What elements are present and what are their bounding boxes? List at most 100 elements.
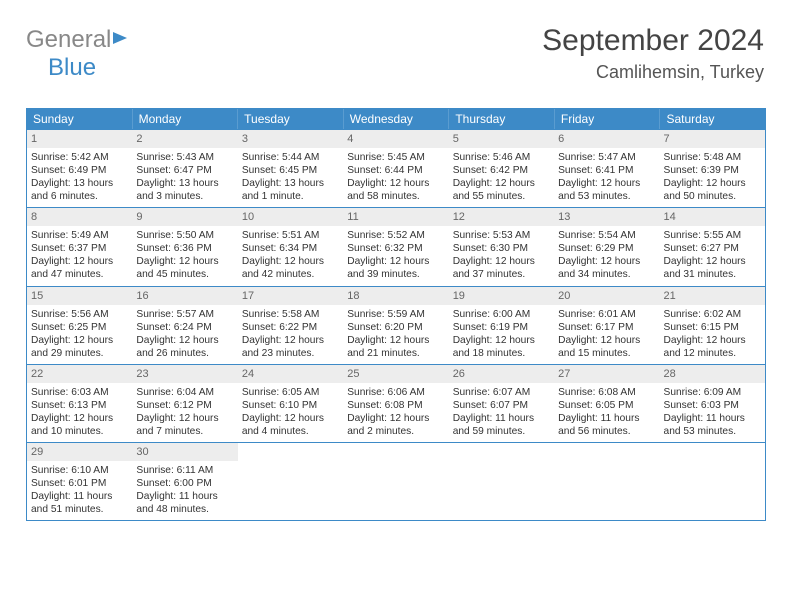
week-row: 1Sunrise: 5:42 AMSunset: 6:49 PMDaylight… bbox=[27, 129, 765, 207]
day-cell: 2Sunrise: 5:43 AMSunset: 6:47 PMDaylight… bbox=[132, 130, 237, 207]
day-number: 24 bbox=[238, 365, 343, 383]
sunset: Sunset: 6:10 PM bbox=[242, 399, 339, 412]
sunset: Sunset: 6:49 PM bbox=[31, 164, 128, 177]
daylight: Daylight: 12 hours and 4 minutes. bbox=[242, 412, 339, 438]
day-cell: 7Sunrise: 5:48 AMSunset: 6:39 PMDaylight… bbox=[660, 130, 765, 207]
day-number: 9 bbox=[132, 208, 237, 226]
sunrise: Sunrise: 5:57 AM bbox=[136, 308, 233, 321]
day-number: 3 bbox=[238, 130, 343, 148]
day-number: 27 bbox=[554, 365, 659, 383]
day-cell: 16Sunrise: 5:57 AMSunset: 6:24 PMDayligh… bbox=[132, 287, 237, 364]
day-cell: 12Sunrise: 5:53 AMSunset: 6:30 PMDayligh… bbox=[449, 208, 554, 285]
sunset: Sunset: 6:41 PM bbox=[558, 164, 655, 177]
sunrise: Sunrise: 5:50 AM bbox=[136, 229, 233, 242]
daylight: Daylight: 12 hours and 55 minutes. bbox=[453, 177, 550, 203]
daylight: Daylight: 12 hours and 42 minutes. bbox=[242, 255, 339, 281]
daylight: Daylight: 12 hours and 39 minutes. bbox=[347, 255, 444, 281]
day-number: 7 bbox=[660, 130, 765, 148]
sunset: Sunset: 6:37 PM bbox=[31, 242, 128, 255]
daylight: Daylight: 11 hours and 59 minutes. bbox=[453, 412, 550, 438]
day-cell: 1Sunrise: 5:42 AMSunset: 6:49 PMDaylight… bbox=[27, 130, 132, 207]
sunset: Sunset: 6:19 PM bbox=[453, 321, 550, 334]
sunrise: Sunrise: 6:04 AM bbox=[136, 386, 233, 399]
sunrise: Sunrise: 6:03 AM bbox=[31, 386, 128, 399]
day-cell: 24 Sunrise: 6:05 AMSunset: 6:10 PMDayligh… bbox=[238, 365, 343, 442]
day-header-fri: Friday bbox=[555, 109, 661, 129]
logo-arrow-icon bbox=[113, 32, 127, 44]
day-cell: 21Sunrise: 6:02 AMSunset: 6:15 PMDayligh… bbox=[660, 287, 765, 364]
day-number: 10 bbox=[238, 208, 343, 226]
day-cell: 5Sunrise: 5:46 AMSunset: 6:42 PMDaylight… bbox=[449, 130, 554, 207]
daylight: Daylight: 12 hours and 15 minutes. bbox=[558, 334, 655, 360]
day-header-wed: Wednesday bbox=[344, 109, 450, 129]
daylight: Daylight: 12 hours and 21 minutes. bbox=[347, 334, 444, 360]
day-cell: 19Sunrise: 6:00 AMSunset: 6:19 PMDayligh… bbox=[449, 287, 554, 364]
sunset: Sunset: 6:27 PM bbox=[664, 242, 761, 255]
sunrise: Sunrise: 5:44 AM bbox=[242, 151, 339, 164]
sunset: Sunset: 6:25 PM bbox=[31, 321, 128, 334]
sunrise: Sunrise: 5:45 AM bbox=[347, 151, 444, 164]
day-number: 19 bbox=[449, 287, 554, 305]
sunset: Sunset: 6:24 PM bbox=[136, 321, 233, 334]
sunset: Sunset: 6:45 PM bbox=[242, 164, 339, 177]
sunset: Sunset: 6:05 PM bbox=[558, 399, 655, 412]
daylight: Daylight: 11 hours and 53 minutes. bbox=[664, 412, 761, 438]
day-cell: 10Sunrise: 5:51 AMSunset: 6:34 PMDayligh… bbox=[238, 208, 343, 285]
day-cell: 9Sunrise: 5:50 AMSunset: 6:36 PMDaylight… bbox=[132, 208, 237, 285]
day-number: 30 bbox=[132, 443, 237, 461]
daylight: Daylight: 13 hours and 3 minutes. bbox=[136, 177, 233, 203]
sunrise: Sunrise: 5:53 AM bbox=[453, 229, 550, 242]
day-cell bbox=[343, 443, 448, 520]
day-cell: 11Sunrise: 5:52 AMSunset: 6:32 PMDayligh… bbox=[343, 208, 448, 285]
sunrise: Sunrise: 5:47 AM bbox=[558, 151, 655, 164]
daylight: Daylight: 12 hours and 50 minutes. bbox=[664, 177, 761, 203]
sunrise: Sunrise: 5:51 AM bbox=[242, 229, 339, 242]
day-number: 11 bbox=[343, 208, 448, 226]
day-number: 8 bbox=[27, 208, 132, 226]
day-header-thu: Thursday bbox=[449, 109, 555, 129]
month-title: September 2024 bbox=[542, 24, 764, 58]
sunrise: Sunrise: 6:01 AM bbox=[558, 308, 655, 321]
sunset: Sunset: 6:07 PM bbox=[453, 399, 550, 412]
sunrise: Sunrise: 5:43 AM bbox=[136, 151, 233, 164]
day-cell: 25Sunrise: 6:06 AMSunset: 6:08 PMDayligh… bbox=[343, 365, 448, 442]
sunrise: Sunrise: 6:10 AM bbox=[31, 464, 128, 477]
day-number: 29 bbox=[27, 443, 132, 461]
sunset: Sunset: 6:39 PM bbox=[664, 164, 761, 177]
sunset: Sunset: 6:29 PM bbox=[558, 242, 655, 255]
sunrise: Sunrise: 6:06 AM bbox=[347, 386, 444, 399]
day-cell: 18Sunrise: 5:59 AMSunset: 6:20 PMDayligh… bbox=[343, 287, 448, 364]
sunrise: Sunrise: 6:09 AM bbox=[664, 386, 761, 399]
sunrise: Sunrise: 5:52 AM bbox=[347, 229, 444, 242]
day-header-tue: Tuesday bbox=[238, 109, 344, 129]
sunrise: Sunrise: 6:11 AM bbox=[136, 464, 233, 477]
day-number: 26 bbox=[449, 365, 554, 383]
sunset: Sunset: 6:13 PM bbox=[31, 399, 128, 412]
day-cell: 29 Sunrise: 6:10 AMSunset: 6:01 PMDayligh… bbox=[27, 443, 132, 520]
day-number: 12 bbox=[449, 208, 554, 226]
daylight: Daylight: 11 hours and 56 minutes. bbox=[558, 412, 655, 438]
sunrise: Sunrise: 5:58 AM bbox=[242, 308, 339, 321]
sunrise: Sunrise: 5:42 AM bbox=[31, 151, 128, 164]
day-cell: 3Sunrise: 5:44 AMSunset: 6:45 PMDaylight… bbox=[238, 130, 343, 207]
sunset: Sunset: 6:03 PM bbox=[664, 399, 761, 412]
logo-word1: General bbox=[26, 26, 111, 53]
location: Camlihemsin, Turkey bbox=[542, 62, 764, 83]
day-number: 2 bbox=[132, 130, 237, 148]
daylight: Daylight: 12 hours and 53 minutes. bbox=[558, 177, 655, 203]
daylight: Daylight: 12 hours and 29 minutes. bbox=[31, 334, 128, 360]
daylight: Daylight: 11 hours and 51 minutes. bbox=[31, 490, 128, 516]
day-cell: 27Sunrise: 6:08 AMSunset: 6:05 PMDayligh… bbox=[554, 365, 659, 442]
day-number: 21 bbox=[660, 287, 765, 305]
sunrise: Sunrise: 5:59 AM bbox=[347, 308, 444, 321]
sunset: Sunset: 6:42 PM bbox=[453, 164, 550, 177]
sunset: Sunset: 6:08 PM bbox=[347, 399, 444, 412]
daylight: Daylight: 12 hours and 34 minutes. bbox=[558, 255, 655, 281]
sunset: Sunset: 6:01 PM bbox=[31, 477, 128, 490]
day-cell: 4Sunrise: 5:45 AMSunset: 6:44 PMDaylight… bbox=[343, 130, 448, 207]
day-cell: 17Sunrise: 5:58 AMSunset: 6:22 PMDayligh… bbox=[238, 287, 343, 364]
sunrise: Sunrise: 6:05 AM bbox=[242, 386, 339, 399]
day-number: 28 bbox=[660, 365, 765, 383]
daylight: Daylight: 12 hours and 45 minutes. bbox=[136, 255, 233, 281]
day-cell: 23Sunrise: 6:04 AMSunset: 6:12 PMDayligh… bbox=[132, 365, 237, 442]
